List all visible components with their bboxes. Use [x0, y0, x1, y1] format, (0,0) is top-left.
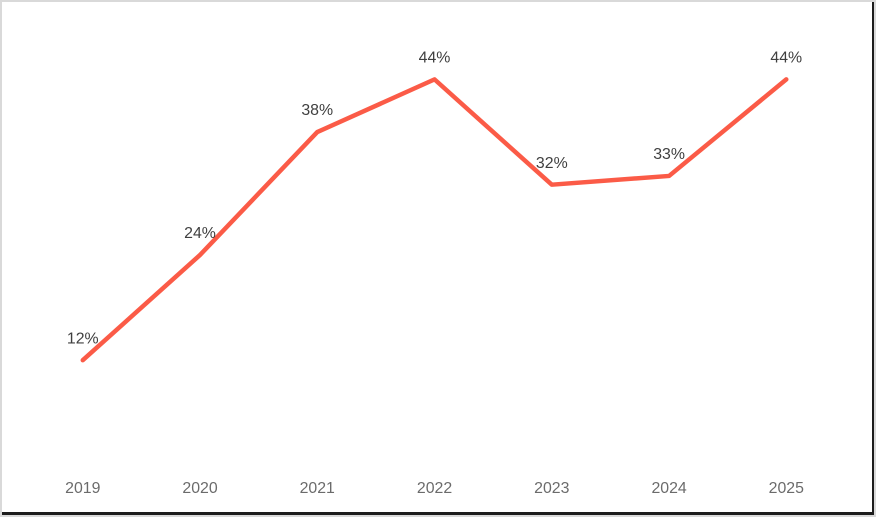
- category-label: 2023: [534, 480, 569, 497]
- value-label: 33%: [653, 146, 685, 163]
- value-label: 32%: [536, 155, 568, 172]
- value-label: 44%: [770, 50, 802, 67]
- value-label: 38%: [301, 102, 333, 119]
- category-label: 2020: [182, 480, 217, 497]
- value-label: 44%: [419, 50, 451, 67]
- category-label: 2021: [300, 480, 335, 497]
- value-label: 12%: [67, 330, 99, 347]
- trend-line: [80, 77, 789, 363]
- category-label: 2022: [417, 480, 452, 497]
- value-label: 24%: [184, 225, 216, 242]
- category-label: 2025: [769, 480, 804, 497]
- plot-area: 12% 24% 38% 44% 32% 33% 44% 2019 2020 2021 2022 202…: [65, 50, 804, 498]
- category-label: 2019: [65, 480, 100, 497]
- category-label: 2024: [651, 480, 686, 497]
